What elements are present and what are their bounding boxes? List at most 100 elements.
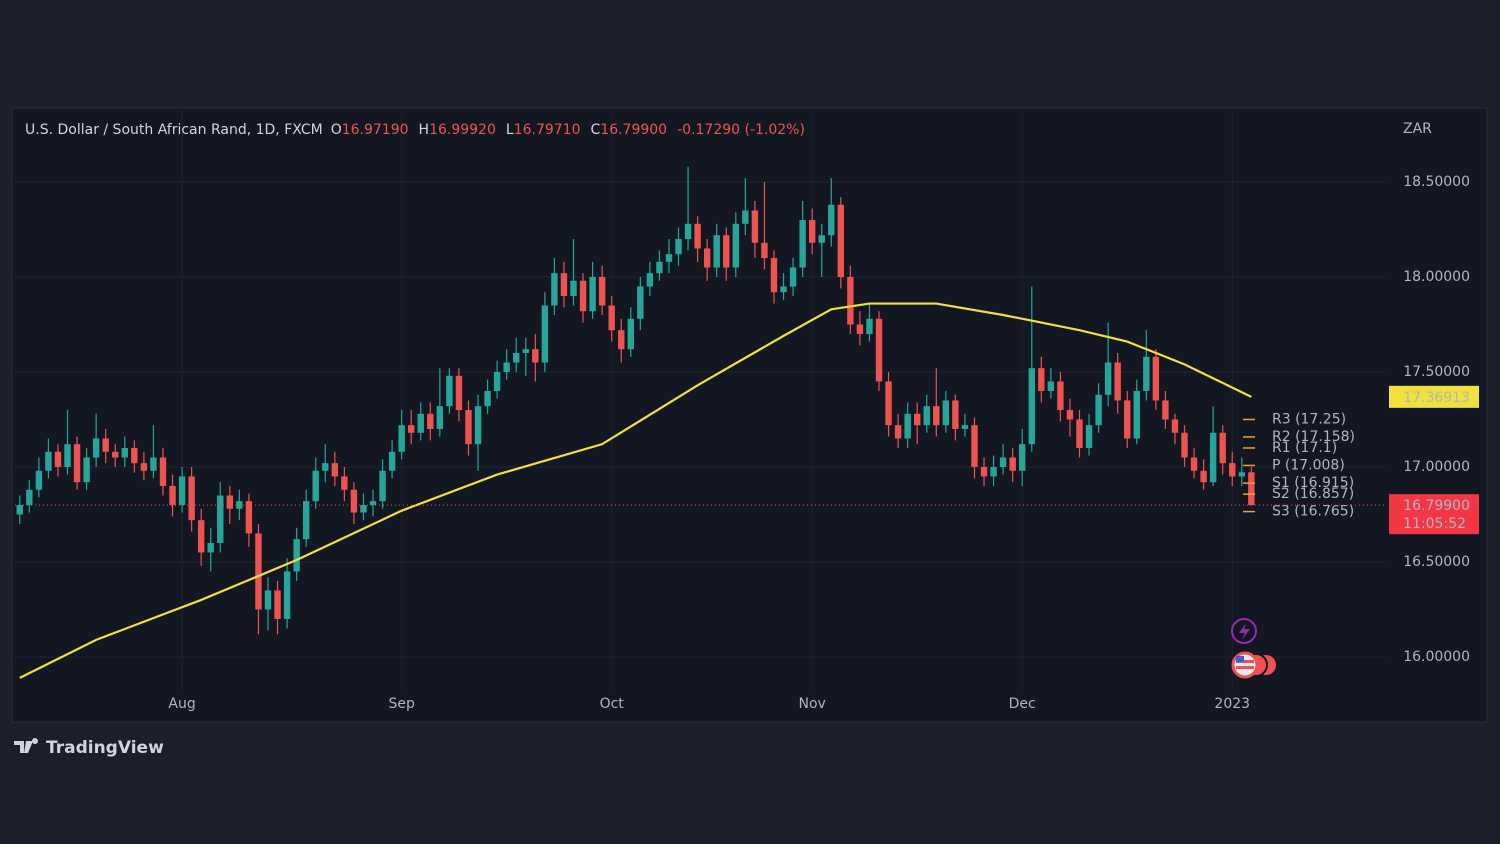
candle-body bbox=[551, 273, 558, 306]
candle-body bbox=[837, 204, 845, 277]
candle-body bbox=[598, 276, 606, 306]
candle-body bbox=[1114, 362, 1121, 401]
candle-body bbox=[961, 425, 969, 429]
candle-body bbox=[312, 470, 319, 502]
legend-key: O bbox=[331, 122, 342, 138]
pivot-label: S2 (16.857) bbox=[1272, 486, 1354, 502]
candle-body bbox=[579, 280, 587, 312]
candle-body bbox=[904, 413, 911, 439]
candle-body bbox=[780, 286, 787, 293]
chart-header: U.S. Dollar / South African Rand, 1D, FX… bbox=[25, 122, 805, 138]
x-tick-label: Dec bbox=[1009, 696, 1036, 712]
candle-body bbox=[1229, 463, 1236, 477]
candle-body bbox=[436, 406, 444, 429]
candle-body bbox=[427, 413, 434, 429]
candle-body bbox=[703, 248, 711, 268]
candle-body bbox=[952, 400, 959, 429]
candle-body bbox=[875, 318, 883, 382]
legend-key: C bbox=[591, 122, 601, 138]
candle-body bbox=[16, 504, 23, 515]
candle-body bbox=[140, 463, 148, 471]
candle-body bbox=[990, 466, 997, 477]
x-tick-label: Sep bbox=[388, 696, 415, 712]
candle-body bbox=[446, 375, 453, 407]
candle-body bbox=[742, 210, 749, 224]
candle-body bbox=[83, 457, 90, 483]
moving-average-line bbox=[19, 302, 1252, 679]
candle-body bbox=[866, 318, 873, 334]
candle-body bbox=[1047, 381, 1055, 391]
flag-stripe bbox=[1236, 666, 1254, 669]
legend-value: 16.99920 bbox=[429, 122, 496, 138]
candle-body bbox=[560, 273, 568, 296]
candle-body bbox=[656, 261, 663, 274]
candle-body bbox=[92, 438, 100, 458]
event-icon[interactable] bbox=[1231, 618, 1257, 644]
candle-body bbox=[627, 318, 634, 350]
legend-value: 16.79900 bbox=[600, 122, 667, 138]
candle-body bbox=[847, 276, 854, 325]
countdown: 11:05:52 bbox=[1403, 516, 1466, 532]
last-price-tag bbox=[1389, 494, 1479, 535]
candle-body bbox=[723, 235, 730, 268]
candle-body bbox=[1152, 356, 1160, 401]
legend-value: 16.79710 bbox=[514, 122, 581, 138]
candle-body bbox=[1028, 368, 1035, 445]
candle-body bbox=[980, 466, 988, 477]
candle-body bbox=[1133, 390, 1140, 439]
candle-body bbox=[350, 489, 358, 513]
grid bbox=[15, 110, 1385, 690]
candle-body bbox=[885, 381, 892, 426]
x-tick-label: Oct bbox=[600, 696, 625, 712]
candle-body bbox=[1162, 400, 1169, 420]
candle-body bbox=[1209, 432, 1217, 483]
y-tick-label: 18.50000 bbox=[1403, 174, 1470, 190]
candle-body bbox=[751, 210, 759, 243]
candle-body bbox=[732, 223, 740, 268]
candle-body bbox=[1143, 356, 1150, 391]
candle-body bbox=[971, 425, 978, 467]
ma-price-tag bbox=[1389, 385, 1479, 408]
y-tick-label: 17.00000 bbox=[1403, 459, 1470, 475]
lightning-icon bbox=[1239, 623, 1250, 640]
brand-logo bbox=[14, 738, 38, 753]
candle-body bbox=[1181, 432, 1188, 458]
candle-body bbox=[1219, 432, 1226, 464]
candle-body bbox=[207, 542, 214, 553]
flag-stripe bbox=[1236, 660, 1254, 663]
candle-body bbox=[102, 438, 109, 452]
candle-body bbox=[360, 504, 367, 513]
candle-body bbox=[178, 476, 186, 505]
candle-body bbox=[264, 590, 272, 610]
candle-body bbox=[933, 406, 940, 426]
candle-body bbox=[379, 470, 386, 502]
candle-body bbox=[1124, 400, 1131, 439]
candle-body bbox=[322, 463, 329, 471]
pivot-label: R1 (17.1) bbox=[1272, 440, 1337, 456]
candle-body bbox=[808, 219, 816, 243]
candle-body bbox=[589, 276, 596, 312]
candle-body bbox=[217, 495, 224, 543]
candle-body bbox=[26, 489, 33, 505]
candle-body bbox=[1200, 470, 1207, 483]
x-tick-label: 2023 bbox=[1214, 696, 1250, 712]
candle-body bbox=[417, 413, 424, 433]
candle-body bbox=[169, 485, 176, 505]
candle-body bbox=[532, 349, 539, 363]
candle-body bbox=[45, 451, 52, 471]
candle-body bbox=[856, 324, 864, 334]
chart-panel bbox=[11, 107, 1488, 723]
candle-body bbox=[274, 590, 281, 619]
candle-body bbox=[713, 235, 720, 268]
candle-body bbox=[302, 501, 310, 540]
candle-body bbox=[1238, 472, 1245, 477]
candle-body bbox=[770, 257, 778, 293]
candle-body bbox=[637, 286, 644, 319]
candle-body bbox=[131, 447, 138, 464]
pivot-label: S3 (16.765) bbox=[1272, 504, 1354, 520]
candle-body bbox=[388, 451, 396, 471]
candle-body bbox=[799, 219, 806, 268]
candle-body bbox=[255, 533, 262, 610]
candle-body bbox=[465, 409, 472, 445]
candle-body bbox=[1009, 457, 1016, 471]
